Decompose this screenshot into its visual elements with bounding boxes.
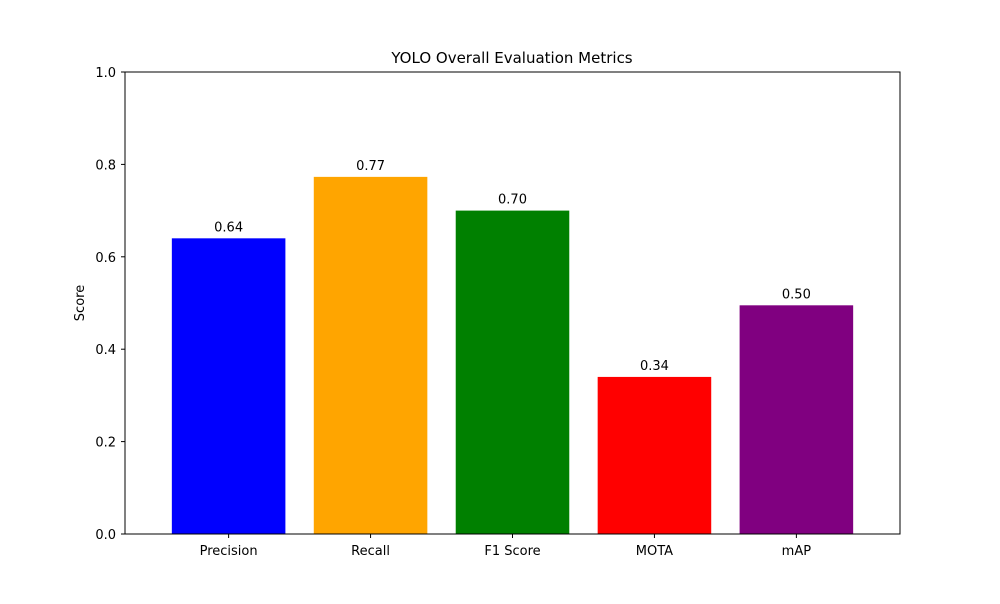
x-tick-label: MOTA xyxy=(636,544,673,559)
bar-recall xyxy=(313,176,428,534)
bars-layer xyxy=(171,176,854,534)
y-axis-label: Score xyxy=(73,285,88,321)
plot-frame xyxy=(124,71,901,535)
data-label: 0.50 xyxy=(782,287,811,302)
x-tick-label: Precision xyxy=(200,544,258,559)
ticks-layer: Precision Recall F1 Score MOTA mAP 0.0 0.2 0.4 0… xyxy=(95,66,811,559)
x-tick-label: mAP xyxy=(782,544,812,559)
y-tick-label: 0.0 xyxy=(95,528,116,543)
bar-map xyxy=(739,305,854,534)
y-tick-label: 0.8 xyxy=(95,158,116,173)
x-tick-label: F1 Score xyxy=(484,544,540,559)
data-label: 0.34 xyxy=(640,359,669,374)
chart-title: YOLO Overall Evaluation Metrics xyxy=(390,49,632,67)
x-tick-label: Recall xyxy=(351,544,390,559)
y-tick-label: 1.0 xyxy=(95,66,116,81)
data-label: 0.77 xyxy=(356,159,385,174)
data-label: 0.64 xyxy=(214,220,243,235)
y-tick-label: 0.2 xyxy=(95,436,116,451)
bar-f1-score xyxy=(455,210,570,534)
y-tick-label: 0.4 xyxy=(95,343,116,358)
data-labels-layer: 0.64 0.77 0.70 0.34 0.50 xyxy=(214,159,811,374)
y-tick-label: 0.6 xyxy=(95,251,116,266)
bar-mota xyxy=(597,376,712,534)
data-label: 0.70 xyxy=(498,193,527,208)
bar-precision xyxy=(171,238,286,534)
